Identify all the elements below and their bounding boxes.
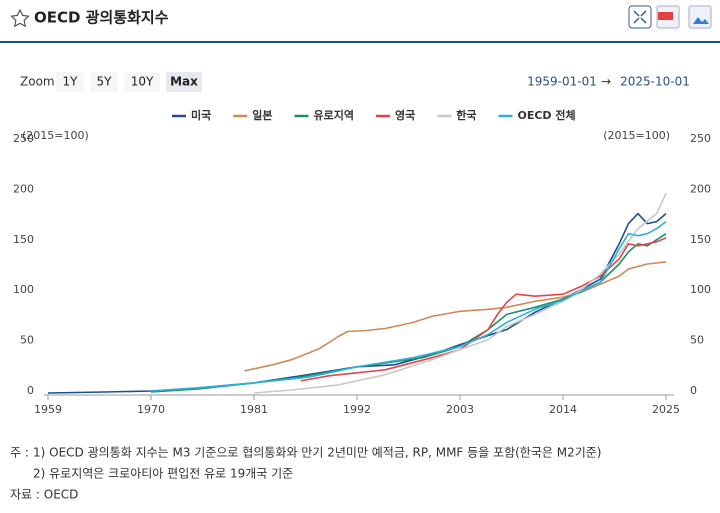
range-start: 1959-01-01 xyxy=(527,75,597,89)
x-tick-label: 1959 xyxy=(34,403,62,416)
expand-icon xyxy=(633,10,647,24)
zoom-label: Zoom xyxy=(20,75,55,89)
zoom-option: 1Y xyxy=(63,75,79,89)
y2-tick-label: 200 xyxy=(690,182,711,195)
y-axis-label: (2015=100) xyxy=(22,129,89,142)
series-line xyxy=(244,261,667,372)
zoom-button[interactable] xyxy=(90,72,118,92)
zoom-button[interactable] xyxy=(56,72,84,92)
data-download-icon xyxy=(658,12,673,20)
y2-tick-label: 100 xyxy=(690,283,711,296)
y-tick-label: 50 xyxy=(20,334,34,347)
legend-label[interactable]: 미국 xyxy=(191,108,211,122)
legend-label[interactable]: 일본 xyxy=(252,108,272,122)
y-tick-label: 0 xyxy=(27,384,34,397)
favorite-icon[interactable] xyxy=(10,8,30,28)
y2-tick-label: 50 xyxy=(690,334,704,347)
series-line xyxy=(150,220,667,392)
toolbar xyxy=(628,5,712,29)
range-end: 2025-10-01 xyxy=(620,75,690,89)
expand-button[interactable] xyxy=(628,5,652,29)
series-line xyxy=(150,233,667,393)
page-title: OECD 광의통화지수 xyxy=(34,9,169,27)
y2-tick-label: 150 xyxy=(690,233,711,246)
note-prefix: 주 : xyxy=(10,446,29,460)
image-download-button[interactable] xyxy=(688,5,712,29)
y2-tick-label: 0 xyxy=(690,384,697,397)
y2-tick-label: 250 xyxy=(690,132,711,145)
legend-label[interactable]: 영국 xyxy=(395,109,415,122)
zoom-button[interactable] xyxy=(124,72,160,92)
y-tick-label: 250 xyxy=(13,132,34,145)
x-tick-label: 1981 xyxy=(240,403,268,416)
series-line xyxy=(253,193,667,394)
x-tick-label: 2025 xyxy=(652,403,680,416)
x-tick-label: 1992 xyxy=(343,403,371,416)
x-tick-label: 2003 xyxy=(446,403,474,416)
zoom-option: Max xyxy=(170,75,198,89)
legend-label[interactable]: 한국 xyxy=(456,108,476,122)
zoom-button[interactable] xyxy=(166,72,202,92)
legend-label[interactable]: OECD 전체 xyxy=(517,108,575,122)
y-tick-label: 150 xyxy=(13,233,34,246)
zoom-option: 5Y xyxy=(97,75,113,89)
series-line xyxy=(300,237,667,382)
note-line: 2) 유로지역은 크로아티아 편입전 유로 19개국 기준 xyxy=(33,467,293,481)
x-tick-label: 2014 xyxy=(549,403,577,416)
y-tick-label: 100 xyxy=(13,283,34,296)
note-line: 1) OECD 광의통화 지수는 M3 기준으로 협의통화와 만기 2년미만 예… xyxy=(33,446,601,460)
zoom-option: 10Y xyxy=(131,75,154,89)
y-tick-label: 200 xyxy=(13,182,34,195)
source: 자료 : OECD xyxy=(10,488,78,502)
x-tick-label: 1970 xyxy=(137,403,165,416)
legend-label[interactable]: 유로지역 xyxy=(314,108,354,122)
y2-axis-label: (2015=100) xyxy=(603,129,670,142)
image-download-icon xyxy=(693,17,709,24)
range-separator: → xyxy=(601,75,611,89)
